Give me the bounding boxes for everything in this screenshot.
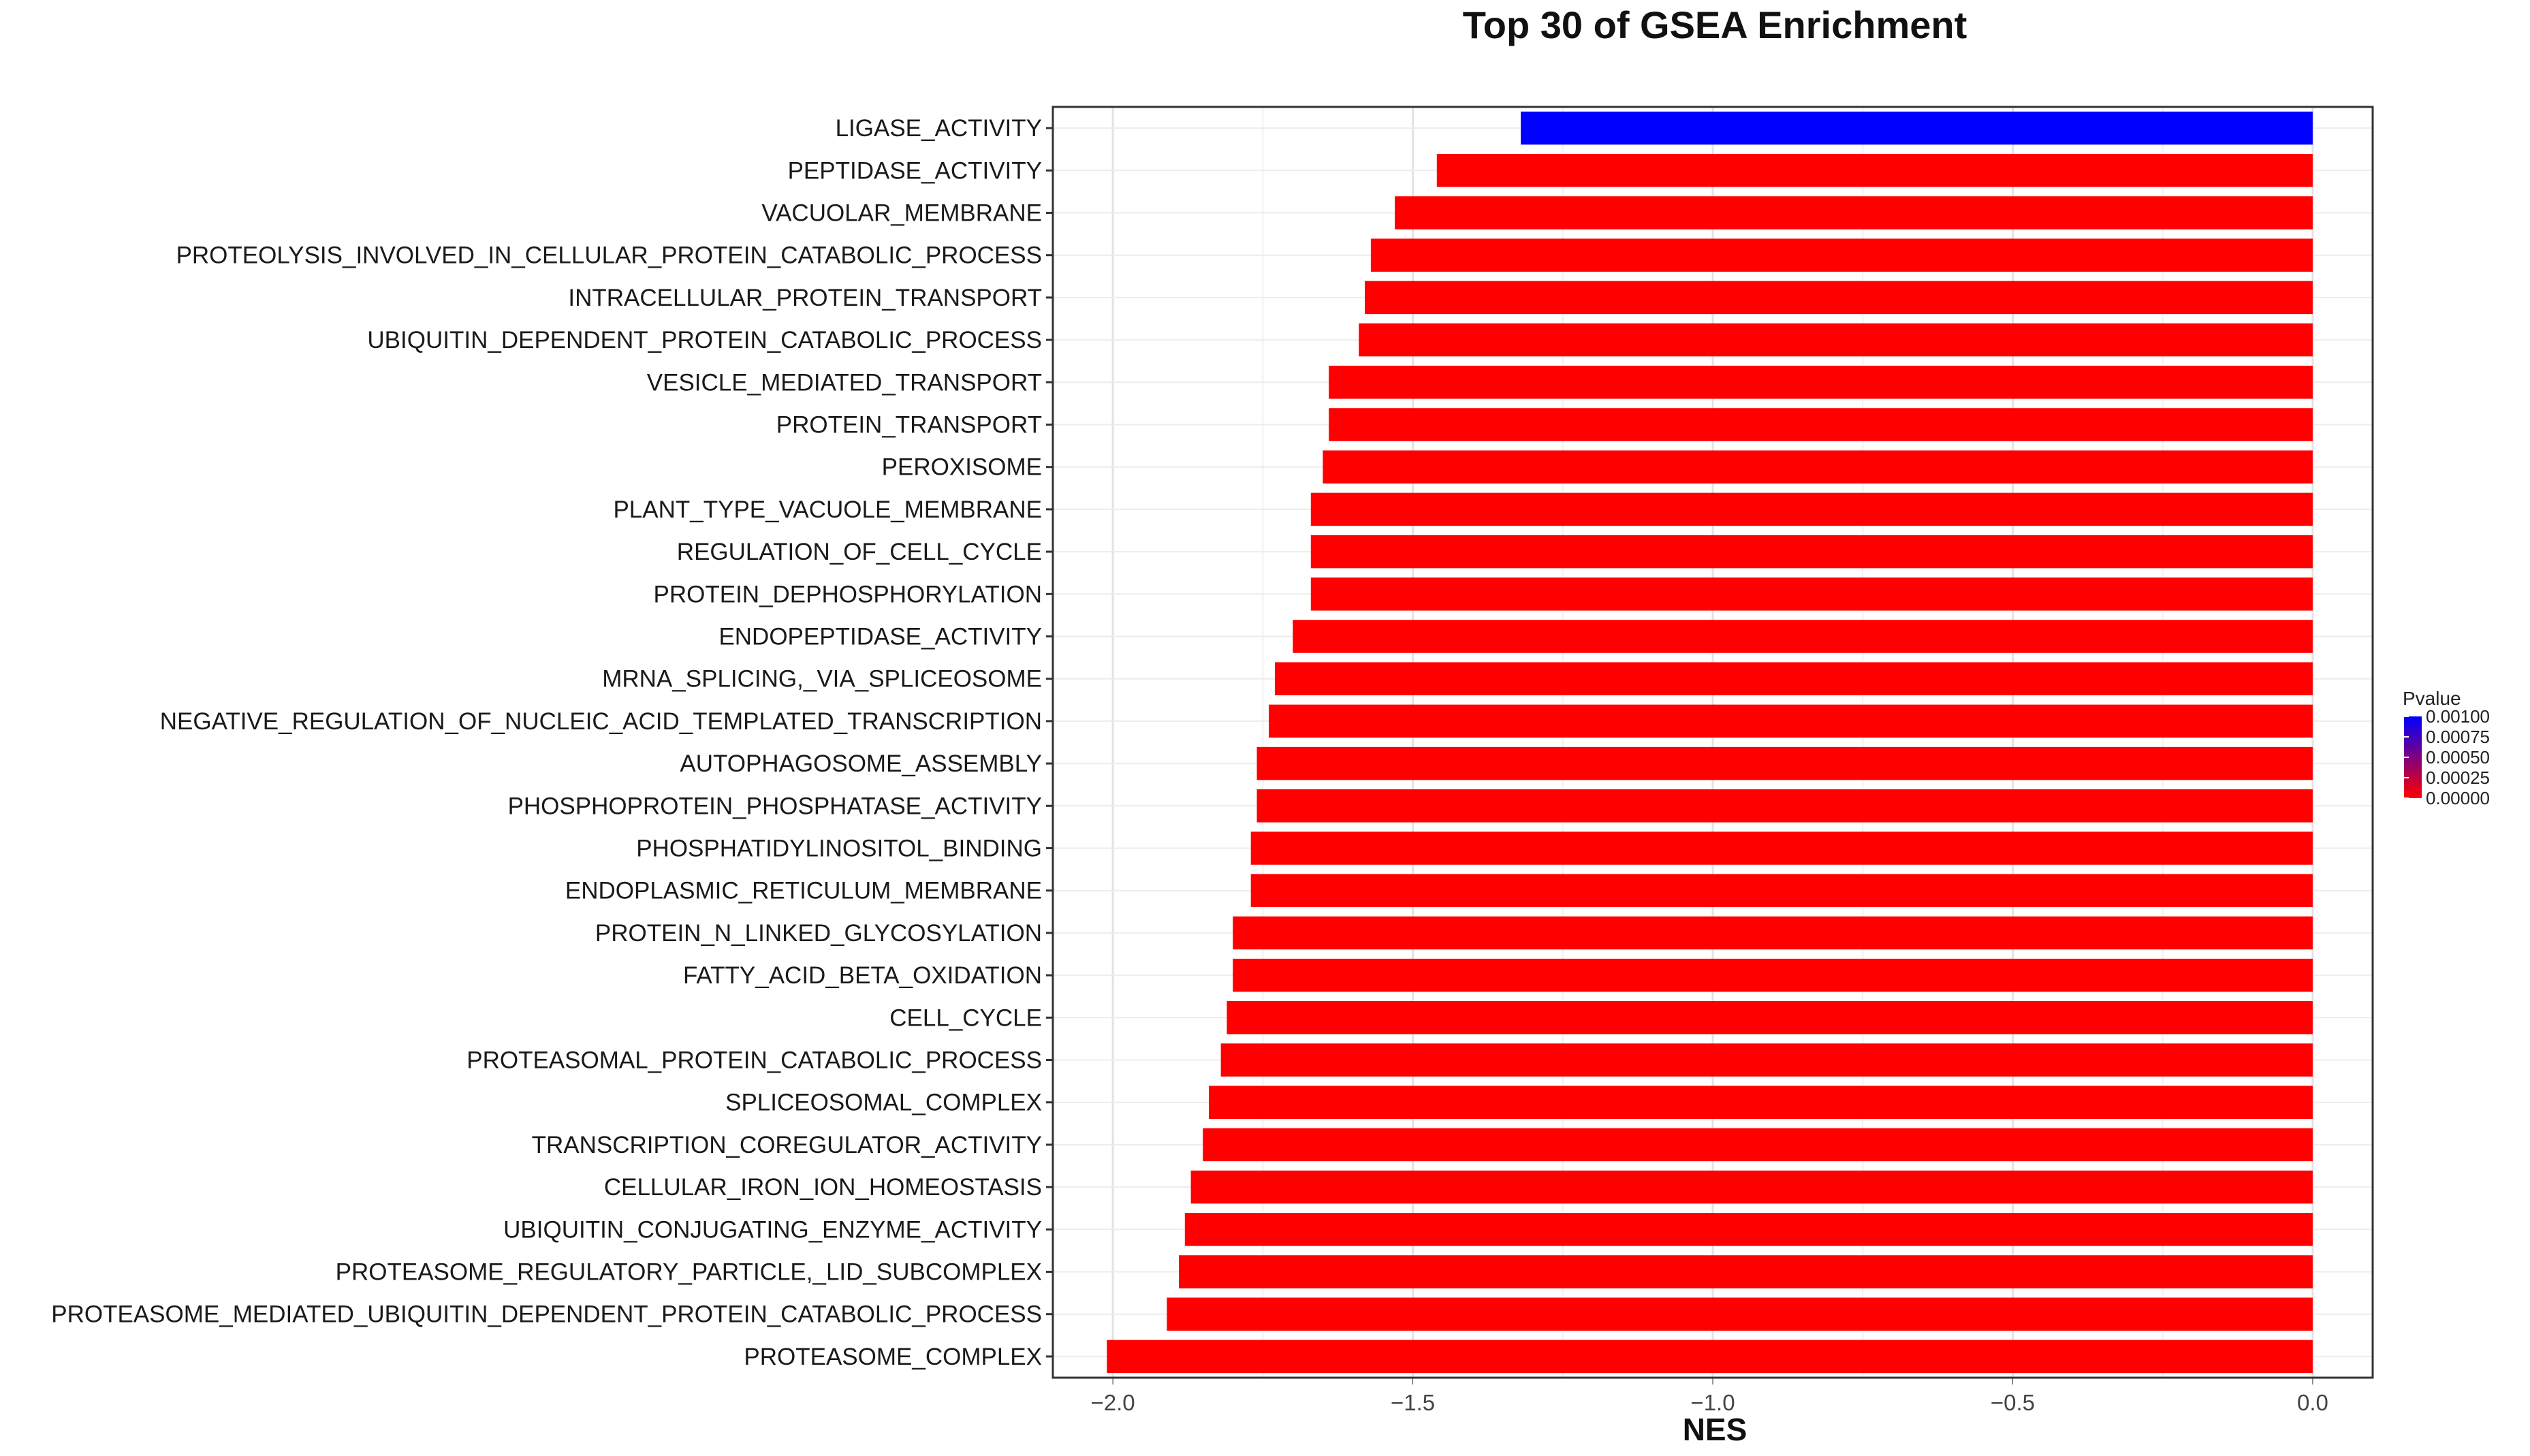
category-label: PEPTIDASE_ACTIVITY [788,157,1042,184]
plot-panel-border [1051,106,2374,1379]
category-label: PEROXISOME [882,454,1042,481]
legend-tick-label: 0.00100 [2426,706,2490,727]
category-label: MRNA_SPLICING,_VIA_SPLICEOSOME [602,666,1042,693]
category-label: PROTEIN_N_LINKED_GLYCOSYLATION [595,920,1042,947]
bar-cellular-iron-ion-homeostasis [1190,1170,2313,1204]
bar-protein-transport [1329,408,2313,441]
category-label: PLANT_TYPE_VACUOLE_MEMBRANE [613,496,1042,523]
legend-tick-label: 0.00050 [2426,747,2490,767]
category-label: CELL_CYCLE [889,1004,1042,1031]
bar-proteasome-mediated-ubiquitin-dependent-protein-catabolic-process [1167,1297,2313,1331]
bar-negative-regulation-of-nucleic-acid-templated-transcription [1269,704,2313,738]
category-label: PROTEASOME_REGULATORY_PARTICLE,_LID_SUBC… [336,1259,1042,1286]
bar-transcription-coregulator-activity [1203,1128,2313,1162]
bar-ubiquitin-dependent-protein-catabolic-process [1359,323,2313,357]
category-label: UBIQUITIN_CONJUGATING_ENZYME_ACTIVITY [503,1216,1042,1243]
category-label: SPLICEOSOMAL_COMPLEX [725,1090,1042,1116]
bar-autophagosome-assembly [1256,746,2313,780]
bar-phosphatidylinositol-binding [1250,832,2313,865]
category-label: CELLULAR_IRON_ION_HOMEOSTASIS [604,1174,1042,1201]
pvalue-legend: Pvalue 0.001000.000750.000500.000250.000… [2403,688,2490,808]
bar-endoplasmic-reticulum-membrane [1250,874,2313,907]
bars [1107,111,2313,1374]
bar-vacuolar-membrane [1395,196,2313,230]
bar-cell-cycle [1227,1001,2313,1034]
x-axis: −2.0 −1.5 −1.0 −0.5 0.0 [1046,127,2328,1415]
category-label: PROTEOLYSIS_INVOLVED_IN_CELLULAR_PROTEIN… [176,242,1042,269]
legend-tick-label: 0.00075 [2426,727,2490,747]
bar-intracellular-protein-transport [1365,281,2313,315]
bar-peroxisome [1323,450,2313,484]
bar-endopeptidase-activity [1293,620,2313,653]
chart-title: Top 30 of GSEA Enrichment [1463,3,1967,46]
bar-vesicle-mediated-transport [1329,366,2313,399]
bar-proteasome-complex [1107,1340,2313,1374]
category-label: PROTEASOME_MEDIATED_UBIQUITIN_DEPENDENT_… [51,1301,1042,1328]
x-tick-label: −1.5 [1391,1390,1435,1415]
category-label: PHOSPHOPROTEIN_PHOSPHATASE_ACTIVITY [508,793,1042,819]
category-label: PROTEASOME_COMPLEX [744,1344,1042,1370]
category-labels: LIGASE_ACTIVITY PEPTIDASE_ACTIVITY VACUOLA… [51,115,1042,1370]
category-label: INTRACELLULAR_PROTEIN_TRANSPORT [568,285,1042,311]
bar-proteasome-regulatory-particle-lid-subcomplex [1178,1255,2313,1288]
category-label: PHOSPHATIDYLINOSITOL_BINDING [636,836,1042,862]
bar-protein-n-linked-glycosylation [1233,916,2313,950]
legend-tick-label: 0.00000 [2426,788,2490,808]
bar-ligase-activity [1521,111,2313,145]
bar-peptidase-activity [1436,154,2313,187]
category-label: LIGASE_ACTIVITY [836,115,1042,142]
category-label: PROTEIN_TRANSPORT [776,412,1042,439]
category-label: ENDOPEPTIDASE_ACTIVITY [718,624,1042,650]
bar-fatty-acid-beta-oxidation [1233,958,2313,992]
x-tick-label: 0.0 [2297,1390,2328,1415]
bar-phosphoprotein-phosphatase-activity [1256,789,2313,823]
category-label: VESICLE_MEDIATED_TRANSPORT [647,369,1042,396]
category-label: FATTY_ACID_BETA_OXIDATION [683,962,1042,989]
x-tick-label: −0.5 [1991,1390,2035,1415]
category-label: VACUOLAR_MEMBRANE [761,200,1042,227]
category-label: ENDOPLASMIC_RETICULUM_MEMBRANE [565,878,1042,904]
legend-tick-label: 0.00025 [2426,767,2490,788]
x-tick-label: −1.0 [1690,1390,1735,1415]
category-label: PROTEASOMAL_PROTEIN_CATABOLIC_PROCESS [467,1047,1042,1074]
bar-spliceosomal-complex [1209,1086,2313,1119]
bar-mrna-splicing-via-spliceosome [1274,662,2313,695]
category-label: PROTEIN_DEPHOSPHORYLATION [654,581,1043,607]
category-label: REGULATION_OF_CELL_CYCLE [677,539,1042,565]
category-label: NEGATIVE_REGULATION_OF_NUCLEIC_ACID_TEMP… [160,708,1042,735]
x-tick-label: −2.0 [1091,1390,1135,1415]
bar-proteolysis-involved-in-cellular-protein-catabolic-process [1370,238,2313,272]
category-label: UBIQUITIN_DEPENDENT_PROTEIN_CATABOLIC_PR… [367,327,1042,353]
legend-title: Pvalue [2403,688,2461,709]
category-label: AUTOPHAGOSOME_ASSEMBLY [680,750,1042,777]
bar-protein-dephosphorylation [1310,577,2313,611]
bar-proteasomal-protein-catabolic-process [1220,1043,2313,1077]
x-axis-title: NES [1683,1412,1748,1447]
bar-ubiquitin-conjugating-enzyme-activity [1184,1213,2313,1246]
category-label: TRANSCRIPTION_COREGULATOR_ACTIVITY [532,1132,1042,1158]
bar-plant-type-vacuole-membrane [1310,492,2313,526]
bar-regulation-of-cell-cycle [1310,535,2313,569]
